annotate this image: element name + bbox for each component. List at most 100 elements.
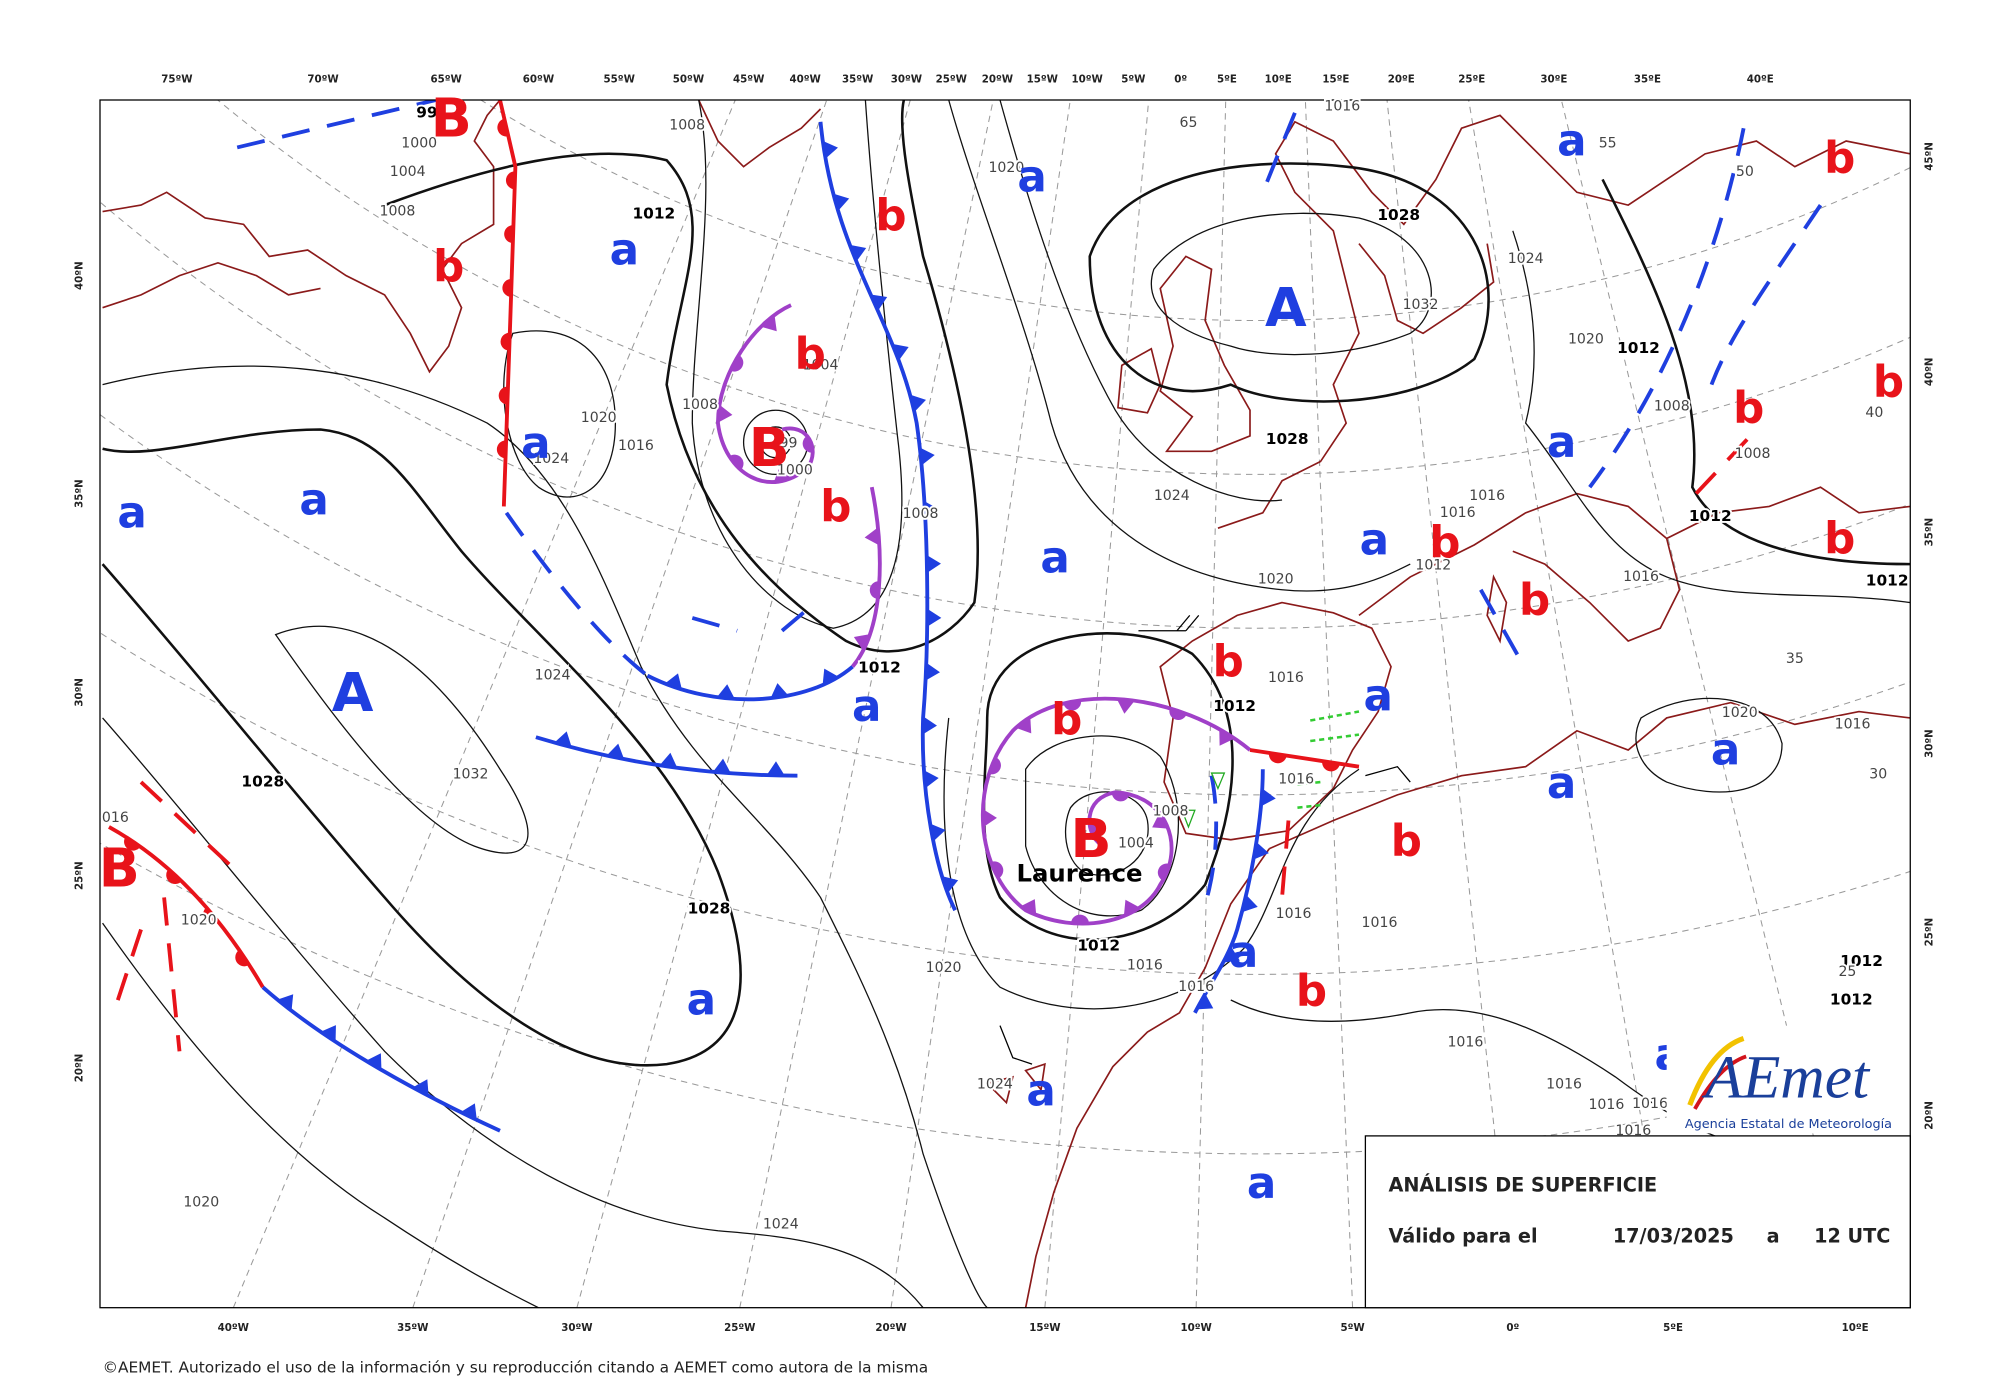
- longitude-label: 45ºW: [733, 73, 764, 85]
- coast: [1217, 114, 1911, 529]
- longitude-label: 25ºW: [936, 73, 967, 85]
- isobar-label: 1016: [1623, 569, 1659, 585]
- front-triangle: [833, 193, 850, 211]
- isobar-label: 1020: [926, 960, 962, 976]
- pressure-relative: a: [1363, 672, 1392, 722]
- pressure-relative: b: [1429, 518, 1460, 568]
- isobar-label: 1020: [581, 410, 617, 426]
- isobar-label: 1000: [401, 136, 437, 152]
- front-triangle: [919, 447, 935, 466]
- front-triangle: [1116, 698, 1135, 714]
- latitude-label: 40ºN: [73, 261, 85, 290]
- front-occluded: [980, 696, 1252, 926]
- front-triangle: [930, 823, 946, 842]
- isobar-label: 25: [1838, 964, 1856, 980]
- front-cold-dashed: [1261, 112, 1297, 194]
- pressure-relative: a: [687, 976, 716, 1026]
- coastlines: [102, 100, 1911, 1308]
- isobar: [384, 100, 979, 653]
- pressure-relative: a: [117, 488, 146, 538]
- front-semicircle: [1111, 793, 1130, 802]
- meridian: [1386, 100, 1514, 1308]
- panel-valid: Válido para el: [1388, 1225, 1537, 1248]
- front-triangle: [925, 662, 940, 681]
- isobar: [102, 365, 988, 1308]
- longitude-label: 60ºW: [523, 73, 554, 85]
- front-stationary: [818, 121, 957, 912]
- pressure-relative: a: [1547, 759, 1576, 809]
- front-triangle: [712, 758, 731, 774]
- isobar-label: 1016: [1440, 505, 1476, 521]
- front-cold-dashed: [504, 511, 649, 678]
- isobar-label: 1016: [1835, 716, 1871, 732]
- isobar: [999, 100, 1283, 502]
- pressure-relative: a: [610, 226, 639, 276]
- front-triangle: [1241, 894, 1258, 913]
- isobar-label: 1020: [183, 1195, 219, 1211]
- pressure-center: A: [1265, 276, 1307, 339]
- isobar: [759, 426, 792, 459]
- front-triangle: [717, 404, 733, 423]
- isobar: [982, 632, 1234, 941]
- longitude-label: 20ºW: [982, 73, 1013, 85]
- panel-at: a: [1767, 1225, 1780, 1248]
- longitude-label: 35ºW: [397, 1322, 428, 1334]
- longitude-label: 5ºE: [1663, 1322, 1683, 1334]
- isobar-label: 1012: [1866, 571, 1909, 589]
- front-triangle: [924, 501, 939, 520]
- isobar-label: 1008: [1654, 398, 1690, 414]
- longitude-label: 0º: [1506, 1322, 1519, 1334]
- pressure-relative: b: [1733, 383, 1764, 433]
- isobar-label: 1020: [1722, 705, 1758, 721]
- isobar: [101, 428, 742, 1067]
- isobar-label: 1004: [1118, 836, 1154, 852]
- isobar-label: 1016: [1324, 98, 1360, 114]
- longitude-label: 30ºW: [891, 73, 922, 85]
- front-semicircle: [730, 354, 744, 372]
- pressure-relative: b: [1824, 514, 1855, 564]
- front-triangle: [870, 294, 888, 311]
- graticule: [100, 100, 1911, 1308]
- front-triangle: [822, 140, 838, 159]
- front-cold-dashed: [1203, 775, 1219, 905]
- isobar: [1088, 162, 1490, 403]
- front-triangle: [320, 1025, 336, 1042]
- longitude-label: 5ºW: [1121, 73, 1145, 85]
- front-triangle: [1253, 841, 1269, 860]
- front-warm-dashed: [162, 897, 182, 1052]
- coast: [102, 100, 501, 374]
- front-semicircle: [729, 454, 744, 470]
- front-semicircle: [1071, 914, 1089, 924]
- front-triangle: [927, 608, 942, 627]
- front-cold-dashed: [1588, 127, 1746, 489]
- latitude-label: 35ºN: [1923, 518, 1935, 547]
- longitude-label: 35ºE: [1634, 73, 1661, 85]
- weather-symbol: [1181, 772, 1226, 829]
- coast: [1159, 601, 1392, 841]
- isobar-label: 1016: [1588, 1097, 1624, 1113]
- front-triangle: [277, 994, 294, 1011]
- front-warm-dashed: [110, 928, 143, 1016]
- isobar-label: 1012: [1415, 557, 1451, 573]
- front-triangle: [760, 314, 777, 332]
- isobar-label: 1020: [181, 913, 217, 929]
- front-cold: [1193, 769, 1265, 1014]
- front-triangle: [864, 527, 880, 546]
- meridian: [1044, 100, 1150, 1308]
- isobar-label: 1024: [977, 1077, 1013, 1093]
- pressure-relative: a: [852, 682, 881, 732]
- isobar-label: 1032: [1403, 297, 1439, 313]
- isobar-label: 1028: [1266, 430, 1309, 448]
- isobar-label: 1008: [669, 118, 705, 134]
- isobar-label: 1012: [632, 205, 675, 223]
- longitude-label: 10ºW: [1180, 1322, 1211, 1334]
- front-semicircle: [124, 836, 141, 851]
- isobar-label: 1024: [535, 668, 571, 684]
- front-triangle: [412, 1079, 429, 1096]
- meridian: [1468, 100, 1674, 1308]
- isobar-label: 1012: [1840, 952, 1883, 970]
- coast: [1358, 243, 1495, 335]
- pressure-relative: b: [1213, 637, 1244, 687]
- pressure-center: B: [749, 416, 790, 479]
- longitude-label: 20ºE: [1388, 73, 1415, 85]
